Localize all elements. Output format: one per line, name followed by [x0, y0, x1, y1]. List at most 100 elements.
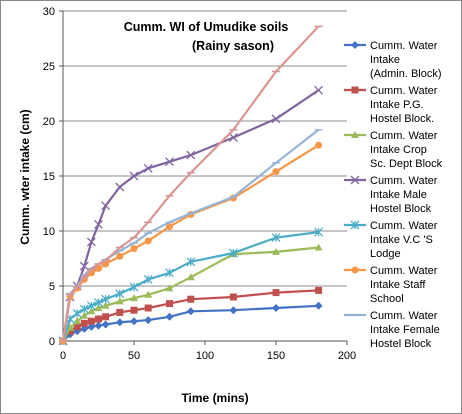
data-point [314, 227, 324, 237]
x-axis-title: Time (mins) [181, 391, 248, 405]
legend-swatch-marker [350, 175, 360, 185]
axes: 0 5 10 15 20 25 30 0 50 100 150 200 [43, 6, 356, 362]
data-point [143, 274, 153, 284]
legend-label: Cumm. Water [370, 220, 438, 232]
data-point [130, 294, 138, 302]
data-point [272, 168, 280, 176]
legend-entry-4: Cumm. Water Intake Male Hostel Block [344, 175, 438, 215]
data-point [116, 308, 124, 316]
data-point [80, 319, 88, 327]
data-point [186, 273, 195, 281]
data-point [130, 245, 138, 253]
data-point [116, 252, 124, 260]
data-point [86, 237, 96, 247]
data-point [315, 286, 323, 294]
x-tick-label: 200 [338, 350, 356, 362]
data-point [186, 307, 195, 316]
chart-title: Cumm. WI of Umudike soils [124, 20, 289, 34]
data-point [130, 317, 138, 326]
data-point [144, 237, 152, 245]
legend-entry-6: Cumm. Water Intake Staff School [344, 265, 438, 305]
data-point [101, 320, 110, 329]
legend-label: Intake Crop [370, 144, 427, 156]
legend-swatch-marker [350, 220, 360, 230]
x-tick-label: 100 [196, 350, 214, 362]
legend-swatch-marker [351, 41, 359, 49]
series-5 [58, 227, 324, 346]
data-point [115, 297, 124, 305]
legend-label: School [370, 293, 404, 305]
data-point [87, 317, 95, 325]
data-point [187, 295, 195, 303]
legend-entry-1: Cumm. Water Intake (Admin. Block) [344, 40, 442, 80]
legend-label: (Admin. Block) [370, 68, 442, 80]
data-point [115, 289, 125, 299]
data-point [272, 304, 280, 312]
legend-entry-2: Cumm. Water Intake P.G. Hostel Block. [344, 85, 438, 125]
legend-label: Cumm. Water [370, 85, 438, 97]
data-point [86, 301, 96, 311]
data-point [144, 304, 152, 312]
data-point [314, 85, 324, 95]
data-point [165, 268, 174, 278]
data-point [95, 315, 102, 323]
y-tick-label: 20 [43, 116, 55, 128]
data-point [130, 306, 138, 314]
legend-label: Sc. Dept Block [370, 158, 443, 170]
gridlines [63, 10, 347, 287]
data-point [94, 304, 103, 311]
data-point [79, 261, 89, 271]
legend-label: Cumm. Water [370, 175, 438, 187]
legend-label: Intake [370, 54, 400, 66]
data-point [87, 307, 96, 315]
data-point [166, 300, 173, 308]
data-point [186, 257, 196, 267]
data-point [94, 321, 103, 330]
data-point [229, 293, 237, 301]
data-point [73, 317, 82, 325]
data-point [228, 133, 238, 142]
legend-label: Intake Female [370, 324, 440, 336]
series-2 [59, 286, 323, 345]
plot-series [58, 25, 324, 346]
legend-label: Intake Staff [370, 279, 426, 291]
legend-label: Cumm. Water [370, 130, 438, 142]
data-point [271, 114, 281, 124]
data-point [186, 150, 196, 160]
series-8 [59, 25, 323, 342]
legend-entry-7: Cumm. Water Intake Female Hostel Block [344, 310, 440, 350]
legend-entry-5: Cumm. Water Intake V.C 'S Lodge [344, 220, 438, 260]
legend-swatch-marker [351, 131, 359, 138]
x-tick-label: 150 [267, 350, 285, 362]
data-point [115, 318, 124, 327]
y-tick-label: 5 [49, 281, 55, 293]
data-point [94, 298, 103, 307]
data-point [115, 182, 125, 192]
legend-label: Cumm. Water [370, 310, 438, 322]
data-point [102, 313, 110, 321]
data-point [272, 247, 280, 255]
y-tick-label: 25 [43, 61, 55, 73]
data-point [129, 171, 139, 181]
data-point [101, 201, 111, 211]
legend-swatch-marker [351, 266, 359, 274]
data-point [165, 284, 174, 292]
data-point [143, 163, 153, 173]
data-point [272, 289, 280, 297]
x-tick-label: 50 [128, 350, 140, 362]
legend-label: Intake V.C 'S [370, 234, 433, 246]
data-point [165, 312, 174, 321]
y-tick-label: 30 [43, 6, 55, 18]
data-point [314, 243, 323, 251]
data-point [94, 219, 103, 229]
legend-label: Hostel Block. [370, 113, 434, 125]
legend: Cumm. Water Intake (Admin. Block) Cumm. Wat… [344, 40, 443, 350]
data-point [228, 248, 238, 258]
data-point [73, 323, 81, 331]
data-point [144, 316, 153, 325]
data-point [80, 311, 89, 319]
data-point [79, 304, 89, 314]
data-point [165, 157, 174, 167]
